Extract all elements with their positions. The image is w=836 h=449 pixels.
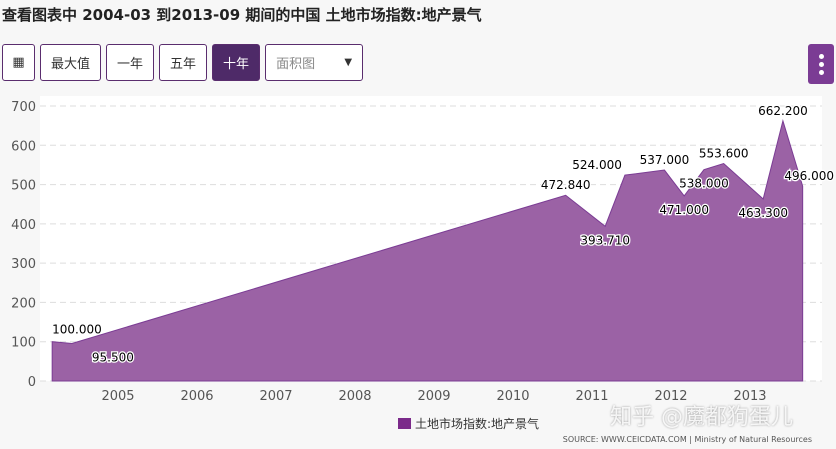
max-range-button[interactable]: 最大值 <box>40 44 102 81</box>
legend-label: 土地市场指数:地产景气 <box>415 416 539 431</box>
y-tick-label: 500 <box>11 179 36 194</box>
x-tick-label: 2012 <box>654 389 687 404</box>
y-tick-label: 400 <box>11 218 36 233</box>
data-label: 538.000 <box>679 177 729 191</box>
area-series <box>51 118 804 382</box>
x-tick-label: 2011 <box>575 389 608 404</box>
chart-type-select[interactable]: 面积图 ▼ <box>265 44 364 81</box>
toolbar: ▦ 最大值 一年 五年 十年 面积图 ▼ <box>2 44 364 81</box>
calendar-button[interactable]: ▦ <box>2 44 35 81</box>
data-label: 553.600 <box>699 147 749 161</box>
x-tick-label: 2013 <box>733 389 766 404</box>
y-tick-label: 200 <box>11 296 36 311</box>
x-tick-label: 2005 <box>101 389 134 404</box>
five-year-button[interactable]: 五年 <box>159 44 208 81</box>
y-tick-label: 600 <box>11 139 36 154</box>
data-label: 95.500 <box>92 350 134 364</box>
one-year-button[interactable]: 一年 <box>106 44 155 81</box>
x-tick-label: 2008 <box>338 389 371 404</box>
data-label: 662.200 <box>758 104 808 118</box>
y-tick-label: 300 <box>11 257 36 272</box>
data-label: 100.000 <box>52 323 102 337</box>
data-label: 393.710 <box>580 233 630 247</box>
x-tick-label: 2007 <box>259 389 292 404</box>
source-text: SOURCE: WWW.CEICDATA.COM | Ministry of N… <box>562 435 812 444</box>
kebab-menu-button[interactable] <box>808 44 834 84</box>
legend-swatch <box>398 418 411 429</box>
ten-year-button[interactable]: 十年 <box>212 44 261 81</box>
data-label: 524.000 <box>572 158 622 172</box>
data-label: 472.840 <box>541 178 591 192</box>
y-tick-label: 700 <box>11 100 36 115</box>
x-tick-label: 2009 <box>417 389 450 404</box>
page-title: 查看图表中 2004-03 到2013-09 期间的中国 土地市场指数:地产景气 <box>2 6 482 24</box>
chart-type-value: 面积图 <box>276 57 316 72</box>
y-tick-label: 0 <box>28 375 36 390</box>
data-label: 496.000 <box>784 169 834 183</box>
calendar-icon: ▦ <box>12 55 25 70</box>
data-label: 537.000 <box>640 153 690 167</box>
dropdown-arrow-icon: ▼ <box>344 57 353 68</box>
x-tick-label: 2006 <box>180 389 213 404</box>
data-label: 463.300 <box>738 206 788 220</box>
watermark: 知乎 @魔都狗蛋儿 <box>610 405 793 430</box>
data-label: 471.000 <box>659 203 709 217</box>
y-tick-label: 100 <box>11 336 36 351</box>
x-tick-label: 2010 <box>496 389 529 404</box>
